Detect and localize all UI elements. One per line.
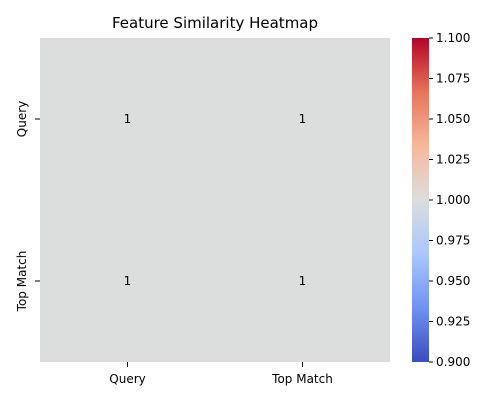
y-tick-label: Query <box>15 101 29 137</box>
colorbar-tick-label: 1.100 <box>436 31 470 45</box>
cell-annotation: 1 <box>299 274 307 288</box>
colorbar-tick-label: 1.075 <box>436 72 470 86</box>
y-tick-label: Top Match <box>15 251 29 313</box>
colorbar-tick-label: 1.050 <box>436 112 470 126</box>
colorbar-tick-label: 0.950 <box>436 274 470 288</box>
heatmap-cell <box>40 38 215 200</box>
x-tick-label: Query <box>109 372 145 386</box>
heatmap-cell <box>215 38 390 200</box>
colorbar-tick-label: 1.025 <box>436 153 470 167</box>
y-axis: Query Top Match <box>15 101 40 313</box>
colorbar-tick-label: 0.975 <box>436 234 470 248</box>
x-tick-label: Top Match <box>271 372 333 386</box>
heatmap-cells: 1 1 1 1 <box>40 38 390 362</box>
chart-title: Feature Similarity Heatmap <box>112 14 318 32</box>
heatmap-cell <box>215 200 390 362</box>
colorbar-gradient <box>412 38 429 362</box>
colorbar: 0.900 0.925 0.950 0.975 1.000 1.025 1.050 1.075… <box>412 31 470 369</box>
x-axis: Query Top Match <box>109 362 333 386</box>
cell-annotation: 1 <box>124 112 132 126</box>
heatmap-cell <box>40 200 215 362</box>
colorbar-tick-label: 0.900 <box>436 355 470 369</box>
cell-annotation: 1 <box>124 274 132 288</box>
cell-annotation: 1 <box>299 112 307 126</box>
colorbar-tick-label: 1.000 <box>436 193 470 207</box>
colorbar-tick-label: 0.925 <box>436 315 470 329</box>
